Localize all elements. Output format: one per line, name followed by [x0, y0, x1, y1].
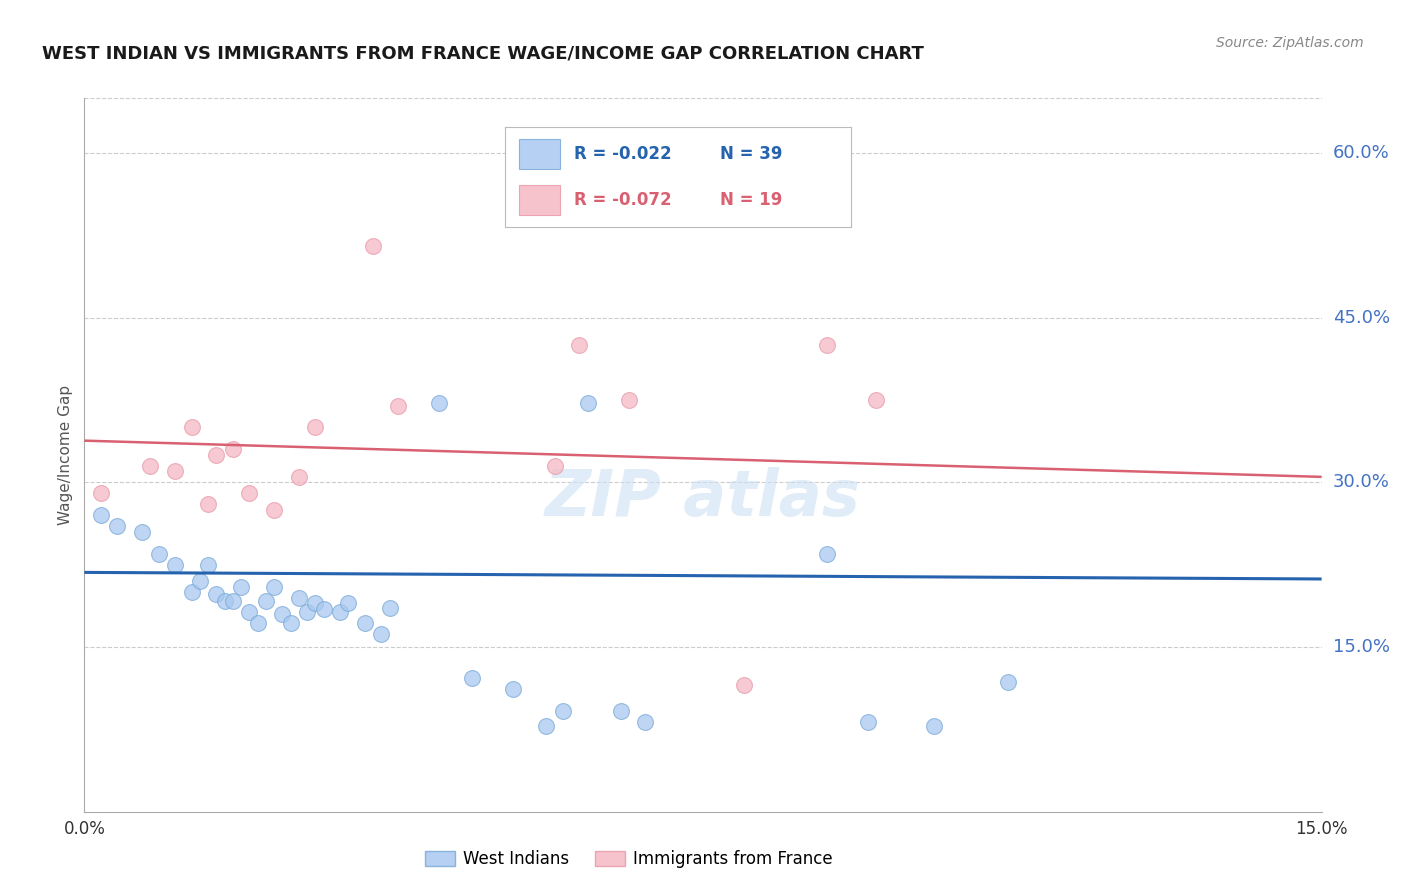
Point: [551, 704, 574, 718]
Point: [263, 580, 285, 594]
Point: [378, 600, 401, 615]
Text: N = 19: N = 19: [720, 191, 782, 209]
Point: [370, 627, 392, 641]
Text: R = -0.072: R = -0.072: [574, 191, 672, 209]
Point: [922, 719, 945, 733]
Point: [288, 470, 311, 484]
Point: [815, 338, 838, 352]
Point: [329, 605, 352, 619]
Point: [188, 574, 211, 589]
Point: [229, 580, 252, 594]
FancyBboxPatch shape: [519, 138, 561, 169]
Point: [105, 519, 128, 533]
Point: [536, 719, 558, 733]
Point: [131, 524, 153, 539]
Point: [254, 594, 277, 608]
Point: [246, 615, 269, 630]
Text: N = 39: N = 39: [720, 145, 782, 162]
Point: [205, 448, 228, 462]
Point: [90, 508, 112, 523]
Text: Source: ZipAtlas.com: Source: ZipAtlas.com: [1216, 36, 1364, 50]
Point: [353, 615, 375, 630]
Point: [263, 503, 285, 517]
Point: [139, 458, 162, 473]
Text: 15.0%: 15.0%: [1333, 638, 1389, 656]
Point: [288, 591, 311, 605]
Point: [295, 605, 318, 619]
Point: [304, 420, 326, 434]
Point: [214, 594, 236, 608]
Point: [148, 547, 170, 561]
Point: [337, 596, 360, 610]
Point: [427, 396, 450, 410]
Point: [568, 338, 591, 352]
Point: [238, 605, 260, 619]
Point: [222, 594, 245, 608]
Text: ZIP atlas: ZIP atlas: [546, 467, 860, 529]
Y-axis label: Wage/Income Gap: Wage/Income Gap: [58, 384, 73, 525]
Legend: West Indians, Immigrants from France: West Indians, Immigrants from France: [419, 844, 839, 875]
Point: [997, 675, 1019, 690]
Point: [304, 596, 326, 610]
Point: [222, 442, 245, 457]
Point: [502, 681, 524, 696]
Point: [361, 239, 384, 253]
Point: [387, 399, 409, 413]
Point: [271, 607, 294, 621]
Text: 45.0%: 45.0%: [1333, 309, 1391, 326]
Point: [197, 497, 219, 511]
Point: [312, 601, 335, 615]
Point: [609, 704, 631, 718]
Point: [180, 420, 202, 434]
Point: [165, 464, 187, 478]
Text: 30.0%: 30.0%: [1333, 474, 1389, 491]
Text: WEST INDIAN VS IMMIGRANTS FROM FRANCE WAGE/INCOME GAP CORRELATION CHART: WEST INDIAN VS IMMIGRANTS FROM FRANCE WA…: [42, 45, 924, 62]
Point: [815, 547, 838, 561]
Text: R = -0.022: R = -0.022: [574, 145, 672, 162]
Point: [543, 458, 565, 473]
Point: [238, 486, 260, 500]
Point: [733, 678, 755, 692]
Point: [865, 392, 887, 407]
Point: [617, 392, 640, 407]
Point: [90, 486, 112, 500]
Point: [856, 714, 879, 729]
Point: [576, 396, 599, 410]
FancyBboxPatch shape: [519, 185, 561, 215]
Point: [180, 585, 202, 599]
Point: [205, 587, 228, 601]
Point: [634, 714, 657, 729]
Point: [280, 615, 302, 630]
Point: [461, 671, 484, 685]
Text: 60.0%: 60.0%: [1333, 144, 1389, 162]
Point: [165, 558, 187, 572]
Point: [197, 558, 219, 572]
